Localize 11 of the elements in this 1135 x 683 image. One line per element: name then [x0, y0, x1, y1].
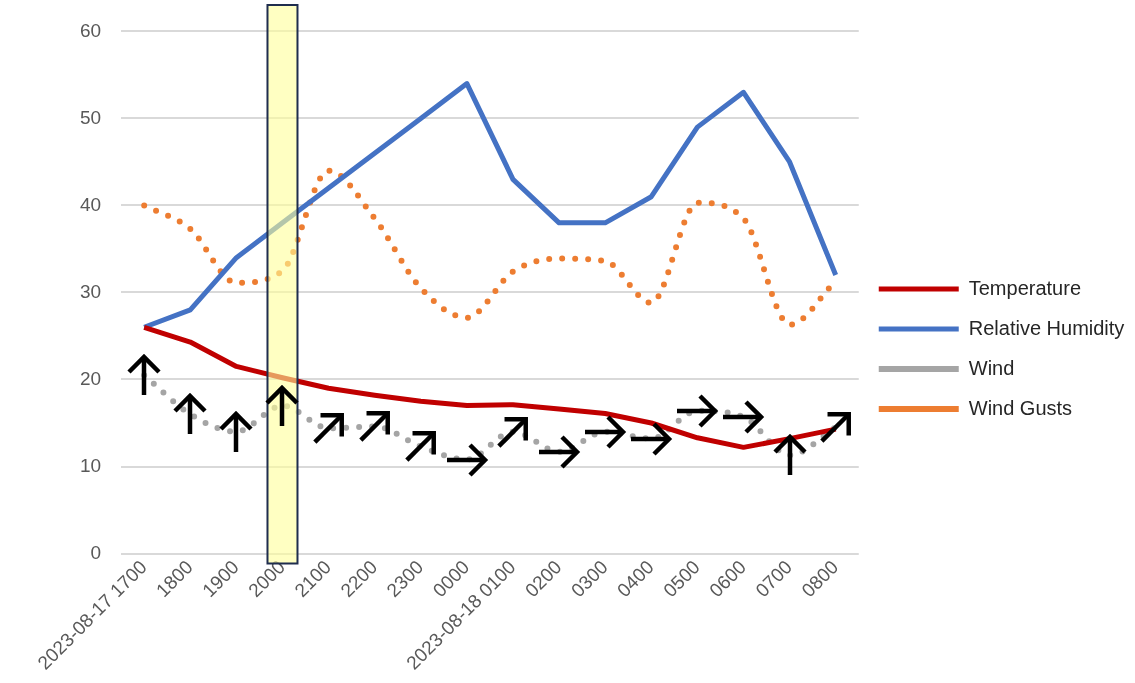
legend-label: Wind — [968, 356, 1015, 379]
y-tick-label: 40 — [79, 193, 102, 215]
y-tick-label: 10 — [79, 454, 102, 476]
y-tick-label: 20 — [79, 367, 102, 389]
y-tick-label: 60 — [79, 19, 102, 41]
legend-label: Relative Humidity — [968, 316, 1125, 339]
y-tick-label: 30 — [79, 280, 102, 302]
legend-label: Wind Gusts — [968, 396, 1073, 419]
y-tick-label: 0 — [90, 541, 102, 563]
legend-label: Temperature — [968, 276, 1082, 299]
y-tick-label: 50 — [79, 106, 102, 128]
